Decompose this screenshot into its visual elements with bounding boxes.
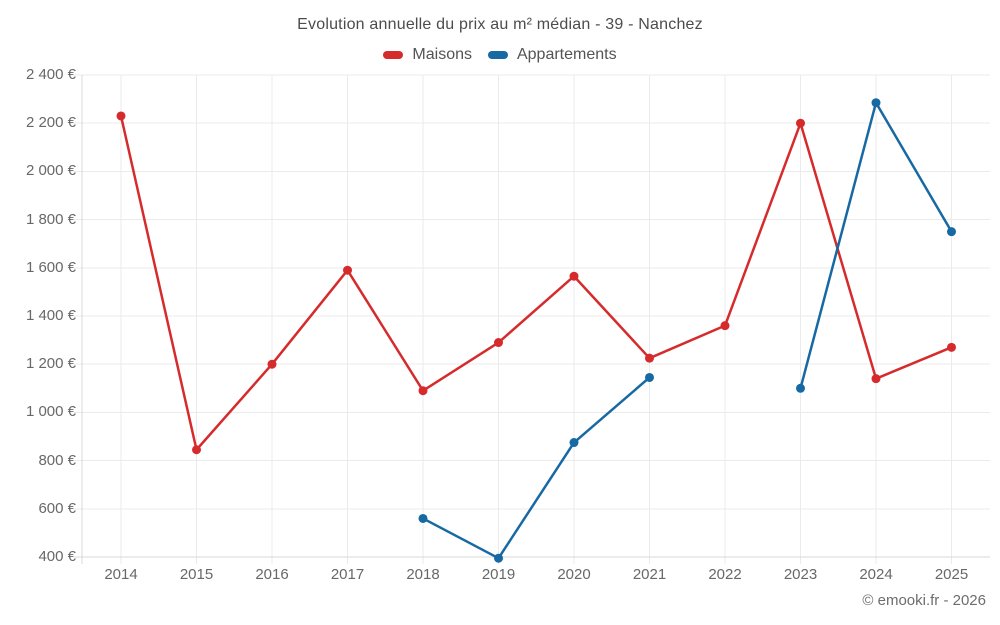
data-point-maisons-2022[interactable]	[720, 321, 730, 331]
data-point-maisons-2015[interactable]	[192, 445, 201, 455]
x-axis-label: 2016	[255, 566, 289, 583]
x-axis-label: 2022	[708, 566, 742, 583]
y-axis-label: 1 000 €	[25, 403, 76, 421]
legend-label-maisons: Maisons	[412, 46, 472, 63]
x-axis-label: 2019	[481, 566, 516, 583]
y-axis-label: 1 200 €	[25, 355, 76, 373]
chart-legend: Maisons Appartements	[0, 46, 1000, 64]
series-line-maisons	[119, 114, 953, 452]
y-axis-label: 400 €	[38, 548, 76, 565]
y-axis-label: 600 €	[38, 499, 76, 517]
y-axis-label: 2 400 €	[25, 66, 76, 83]
legend-item-maisons[interactable]: Maisons	[383, 46, 472, 64]
legend-swatch-maisons-icon	[383, 51, 404, 59]
data-point-appartements-2018[interactable]	[418, 513, 428, 523]
data-point-maisons-2017[interactable]	[343, 265, 352, 275]
x-axis-label: 2021	[632, 566, 667, 583]
y-axis-label: 1 400 €	[25, 307, 76, 324]
chart-title: Evolution annuelle du prix au m² médian …	[297, 16, 703, 33]
data-point-maisons-2025[interactable]	[947, 342, 956, 352]
x-axis-label: 2023	[783, 566, 818, 583]
legend-label-appartements: Appartements	[516, 46, 617, 63]
series-line-appartements	[421, 376, 651, 560]
x-axis-label: 2024	[859, 566, 893, 583]
legend-swatch-appartements-icon	[487, 51, 508, 59]
data-point-appartements-2023[interactable]	[796, 383, 805, 393]
y-axis-label: 1 600 €	[25, 258, 76, 276]
y-axis-label: 800 €	[38, 451, 76, 469]
data-point-maisons-2018[interactable]	[418, 386, 428, 396]
data-point-appartements-2025[interactable]	[947, 227, 956, 237]
data-point-maisons-2019[interactable]	[494, 338, 503, 348]
data-point-maisons-2014[interactable]	[116, 111, 126, 121]
data-point-maisons-2023[interactable]	[796, 118, 805, 128]
y-axis-label: 2 000 €	[25, 162, 76, 180]
x-axis-label: 2017	[330, 566, 365, 583]
data-point-appartements-2021[interactable]	[645, 372, 654, 382]
data-point-maisons-2016[interactable]	[267, 359, 277, 369]
copyright-watermark: © emooki.fr - 2026	[862, 592, 986, 609]
data-point-maisons-2021[interactable]	[645, 353, 654, 363]
legend-item-appartements[interactable]: Appartements	[487, 46, 617, 64]
data-point-appartements-2020[interactable]	[569, 438, 579, 448]
y-axis-label: 2 200 €	[25, 114, 76, 132]
x-axis-label: 2025	[934, 566, 969, 583]
x-axis-label: 2018	[406, 566, 440, 583]
data-point-appartements-2024[interactable]	[871, 98, 881, 108]
y-axis-label: 1 800 €	[25, 210, 76, 228]
x-axis-label: 2020	[557, 566, 591, 583]
x-axis-label: 2014	[104, 566, 138, 583]
x-axis-label: 2015	[179, 566, 214, 583]
data-point-appartements-2019[interactable]	[494, 553, 503, 563]
data-point-maisons-2024[interactable]	[871, 374, 881, 384]
data-point-maisons-2020[interactable]	[569, 271, 579, 281]
